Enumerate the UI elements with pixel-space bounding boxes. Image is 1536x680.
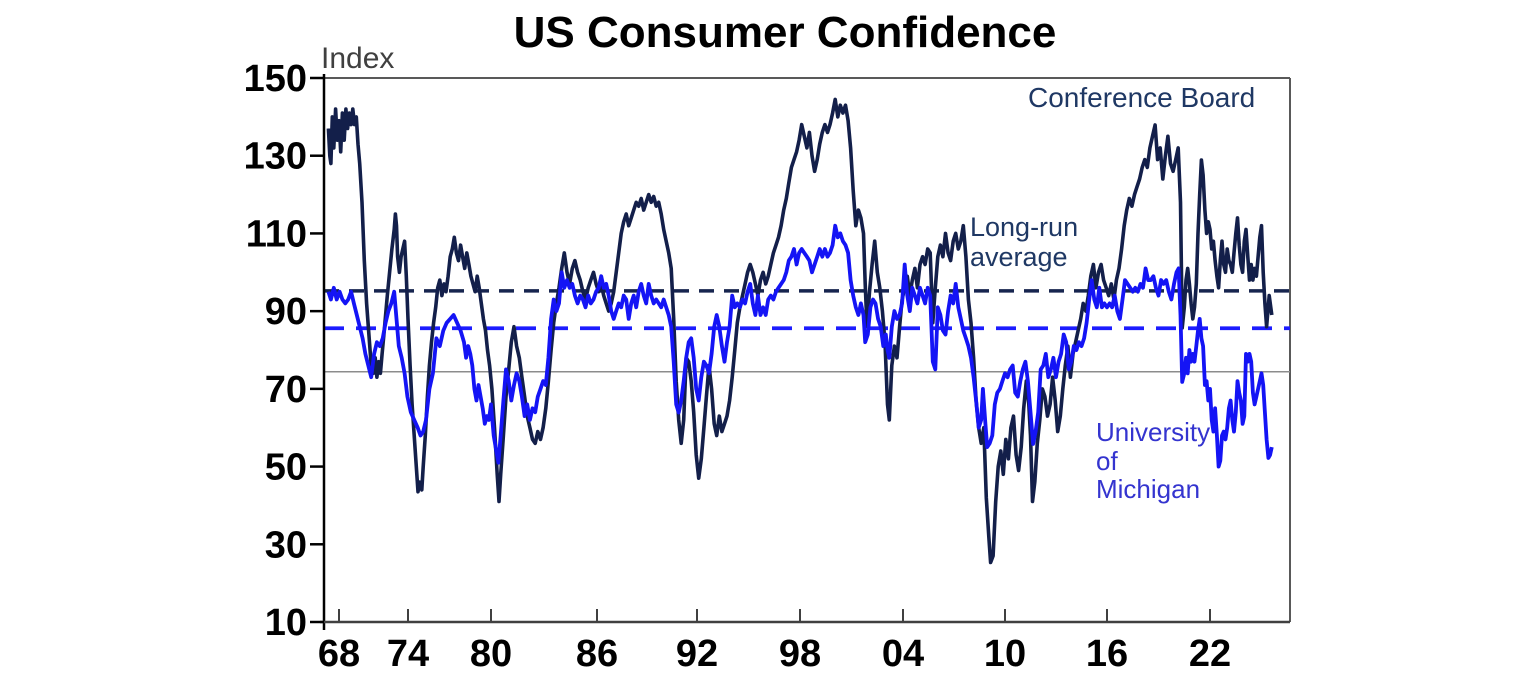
y-tick-label: 30 xyxy=(265,524,307,566)
x-tick-label: 16 xyxy=(1086,633,1128,675)
x-tick-label: 68 xyxy=(318,633,360,675)
legend-conference-board: Conference Board xyxy=(1028,82,1256,113)
x-tick-label: 86 xyxy=(576,633,618,675)
legend-university-of-michigan: University of Michigan xyxy=(1096,417,1211,505)
x-tick-label: 98 xyxy=(779,633,821,675)
y-tick-label: 90 xyxy=(265,291,307,333)
x-tick-label: 04 xyxy=(882,633,924,675)
y-tick-label: 130 xyxy=(244,136,307,178)
y-tick-label: 10 xyxy=(265,602,307,644)
y-tick-label: 50 xyxy=(265,447,307,489)
legend-long-run-average: Long-run average xyxy=(970,212,1079,273)
conference-board-line xyxy=(326,97,1274,565)
x-tick-label: 92 xyxy=(676,633,718,675)
x-tick-label: 80 xyxy=(470,633,512,675)
x-tick-label: 74 xyxy=(387,633,429,675)
y-tick-label: 110 xyxy=(246,213,307,255)
y-tick-label: 70 xyxy=(265,369,307,411)
y-tick-label: 150 xyxy=(244,58,307,100)
x-tick-label: 22 xyxy=(1189,633,1231,675)
y-axis-unit-label: Index xyxy=(321,42,395,75)
x-tick-label: 10 xyxy=(984,633,1026,675)
university-of-michigan-line xyxy=(326,223,1274,469)
chart-title: US Consumer Confidence xyxy=(513,8,1057,57)
